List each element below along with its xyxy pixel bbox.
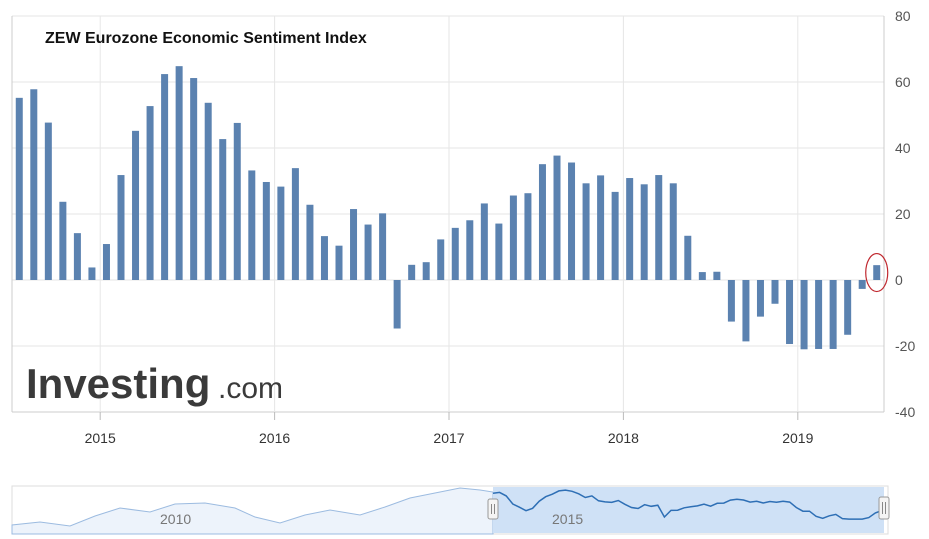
bar[interactable]	[44, 122, 52, 280]
y-tick-label: 0	[895, 272, 903, 288]
bar[interactable]	[873, 265, 881, 280]
bar[interactable]	[509, 195, 517, 280]
bar[interactable]	[597, 175, 605, 280]
y-tick-label: 20	[895, 206, 911, 222]
bar[interactable]	[466, 220, 474, 280]
y-tick-label: 80	[895, 8, 911, 24]
bar[interactable]	[117, 175, 125, 280]
bar[interactable]	[59, 201, 67, 280]
bar[interactable]	[277, 186, 285, 280]
bar[interactable]	[771, 280, 779, 304]
bar[interactable]	[437, 239, 445, 280]
navigator-history-area	[11, 487, 494, 535]
navigator-label-2010: 2010	[160, 511, 191, 527]
bar[interactable]	[684, 235, 692, 280]
logo-brand-text: Investing	[26, 360, 210, 407]
bar[interactable]	[262, 181, 270, 280]
bar[interactable]	[538, 164, 546, 280]
bar[interactable]	[756, 280, 764, 317]
investing-logo: Investing .com	[26, 360, 283, 407]
bar[interactable]	[655, 175, 663, 280]
latest-value-highlight-ring	[865, 252, 889, 293]
bar[interactable]	[742, 280, 750, 342]
bar[interactable]	[204, 102, 212, 280]
navigator-line	[492, 489, 883, 520]
bar[interactable]	[815, 280, 823, 349]
bar[interactable]	[727, 280, 735, 322]
bar[interactable]	[451, 227, 459, 280]
bar[interactable]	[190, 78, 198, 280]
bar[interactable]	[15, 97, 23, 280]
bar[interactable]	[219, 139, 227, 280]
x-tick-label: 2016	[259, 430, 290, 446]
bar[interactable]	[611, 191, 619, 280]
bar[interactable]	[350, 209, 358, 280]
bar[interactable]	[480, 203, 488, 280]
bar[interactable]	[161, 74, 169, 280]
bar[interactable]	[553, 155, 561, 280]
bar[interactable]	[698, 272, 706, 280]
bar-series[interactable]	[15, 66, 881, 350]
bar[interactable]	[786, 280, 794, 345]
bar[interactable]	[640, 184, 648, 280]
x-tick-label: 2019	[782, 430, 813, 446]
bar[interactable]	[320, 236, 328, 280]
navigator-label-2015: 2015	[552, 511, 583, 527]
bar[interactable]	[408, 264, 416, 280]
bar[interactable]	[335, 245, 343, 280]
bar[interactable]	[306, 204, 314, 280]
bar[interactable]	[30, 89, 38, 280]
x-axis-labels: 2015 2016 2017 2018 2019	[85, 430, 814, 446]
bar[interactable]	[524, 193, 532, 280]
bar[interactable]	[248, 170, 256, 280]
bar[interactable]	[844, 280, 852, 335]
bar[interactable]	[669, 183, 677, 280]
gridlines	[11, 15, 885, 420]
bar[interactable]	[626, 178, 634, 280]
bar[interactable]	[858, 280, 866, 289]
navigator-left-handle[interactable]	[487, 498, 499, 520]
bar[interactable]	[393, 280, 401, 329]
bar[interactable]	[364, 224, 372, 280]
bar[interactable]	[829, 280, 837, 349]
bar[interactable]	[379, 213, 387, 280]
y-axis-labels: 80 60 40 20 0 -20 -40	[895, 8, 915, 420]
bar[interactable]	[146, 106, 154, 280]
bar[interactable]	[102, 244, 110, 280]
y-tick-label: 40	[895, 140, 911, 156]
bar[interactable]	[582, 183, 590, 280]
x-tick-label: 2017	[433, 430, 464, 446]
chart-title: ZEW Eurozone Economic Sentiment Index	[45, 30, 367, 47]
x-tick-label: 2018	[608, 430, 639, 446]
bar[interactable]	[233, 122, 241, 280]
bar[interactable]	[175, 66, 183, 280]
bar[interactable]	[568, 162, 576, 280]
bar[interactable]	[713, 271, 721, 280]
bar[interactable]	[495, 223, 503, 280]
bar[interactable]	[422, 262, 430, 280]
navigator-right-handle[interactable]	[878, 496, 890, 520]
bar[interactable]	[88, 267, 96, 280]
y-tick-label: 60	[895, 74, 911, 90]
navigator-selected-range[interactable]	[493, 487, 884, 533]
range-navigator[interactable]: 2010 2015	[11, 485, 890, 535]
y-tick-label: -20	[895, 338, 915, 354]
bar[interactable]	[73, 233, 81, 280]
y-tick-label: -40	[895, 404, 915, 420]
bar[interactable]	[132, 130, 140, 280]
bar[interactable]	[291, 168, 299, 280]
x-tick-label: 2015	[85, 430, 116, 446]
logo-suffix-text: .com	[218, 372, 283, 405]
bar[interactable]	[800, 280, 808, 350]
